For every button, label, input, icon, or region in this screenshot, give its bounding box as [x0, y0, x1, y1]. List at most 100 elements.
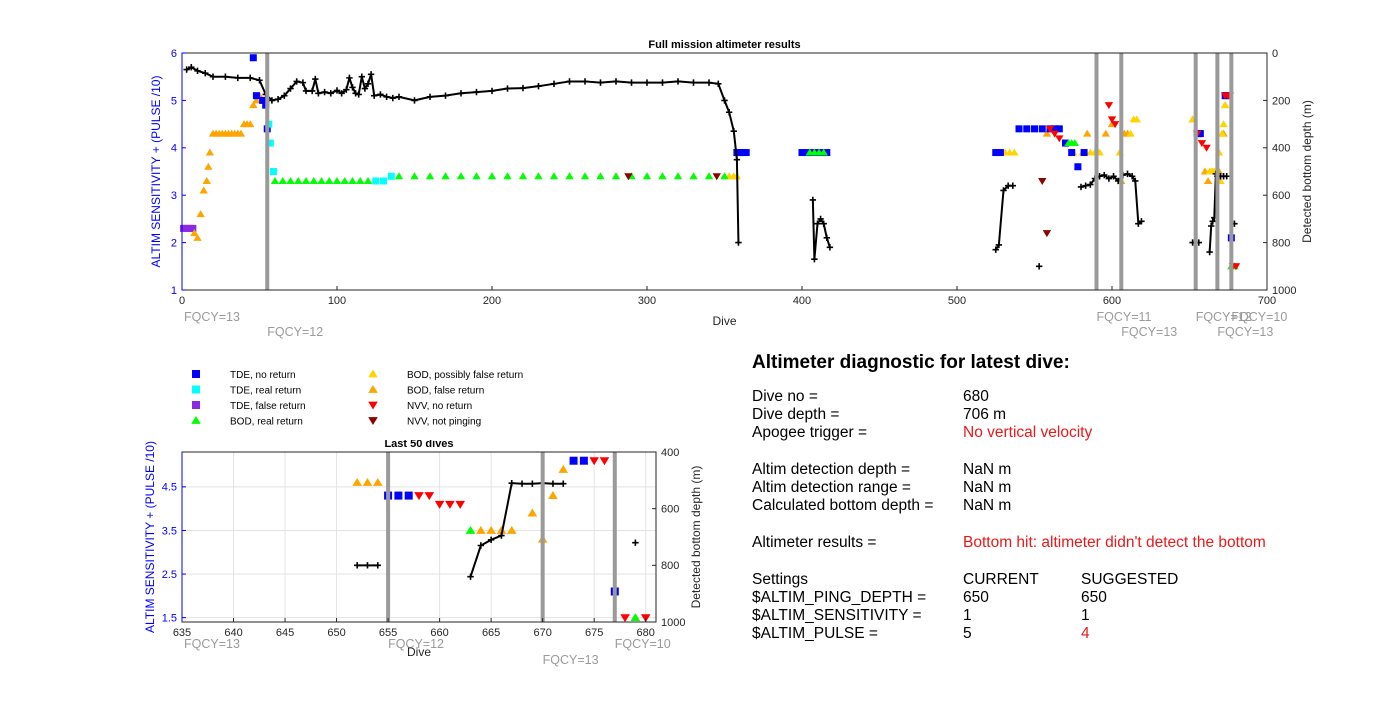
fqcy-start-label: FQCY=13 [184, 310, 240, 324]
bottom-depth-point [735, 239, 742, 246]
bottom-depth-point [234, 74, 241, 82]
marker-nvv-no-return [1050, 130, 1059, 138]
marker-bod-real-return [673, 172, 683, 180]
bottom-depth-point [549, 480, 557, 487]
ping-depth-suggested: 650 [1081, 589, 1107, 606]
marker-bod-possibly-false [1010, 148, 1019, 156]
bottom-depth-point [383, 93, 390, 101]
marker-bod-false-return [362, 477, 373, 486]
marker-tde-no-return [1023, 125, 1031, 133]
marker-tde-no-return [992, 149, 1000, 157]
bottom-depth-point [194, 67, 201, 74]
marker-bod-real-return [630, 613, 641, 622]
x-tick-label: 100 [328, 295, 346, 307]
bottom-depth-point [705, 79, 713, 86]
bottom-depth-point [1009, 182, 1016, 189]
fqcy-label: FQCY=12 [388, 637, 444, 651]
marker-bod-real-return [286, 176, 295, 184]
marker-nvv-not-pinging [1038, 177, 1047, 185]
bottom-depth-point [566, 78, 573, 85]
marker-bod-false-return [1042, 129, 1052, 137]
bottom-depth-point [733, 156, 741, 163]
marker-bod-real-return [565, 172, 574, 180]
y-tick-label: 2.5 [162, 569, 177, 581]
x-tick-label: 500 [948, 295, 966, 307]
y-tick-label: 1 [171, 285, 177, 297]
marker-bod-real-return [1070, 139, 1079, 147]
marker-bod-false-return [1203, 176, 1213, 184]
marker-tde-no-return [798, 149, 806, 157]
chart-title: Full mission altimeter results [648, 39, 800, 51]
x-tick-label: 675 [585, 627, 603, 639]
bottom-depth-point [1000, 187, 1007, 194]
y2-tick-label: 200 [1272, 95, 1290, 107]
marker-tde-false-return [189, 224, 197, 232]
bottom-depth-point [309, 87, 316, 95]
y2-axis-label: Detected bottom depth (m) [1300, 100, 1314, 243]
marker-tde-no-return [1080, 149, 1088, 157]
marker-bod-false-return [236, 129, 246, 137]
marker-bod-false-return [496, 525, 507, 534]
bottom-depth-point [299, 79, 307, 86]
marker-bod-real-return [549, 172, 559, 180]
bottom-depth-point [809, 196, 817, 204]
bottom-depth-point [612, 78, 620, 85]
y2-axis-label: Detected bottom depth (m) [689, 466, 703, 609]
x-tick-label: 300 [638, 295, 656, 307]
marker-bod-real-return [356, 176, 365, 184]
bottom-depth-point [535, 82, 542, 90]
bottom-depth-point [247, 74, 254, 82]
marker-tde-no-return [579, 456, 588, 465]
plot-area [182, 452, 656, 622]
calculated-depth-value: NaN m [963, 497, 1012, 514]
marker-bod-real-return [294, 176, 303, 184]
marker-bod-false-return [476, 525, 486, 534]
bottom-depth-point [690, 79, 697, 86]
chart-title: Last 50 dives [384, 440, 453, 450]
y-tick-label: 2 [171, 237, 177, 249]
legend-marker-7 [368, 417, 378, 426]
dive-no-value: 680 [963, 388, 989, 405]
x-tick-label: 600 [1103, 295, 1121, 307]
marker-tde-no-return [1038, 125, 1046, 133]
bottom-depth-point [504, 85, 511, 92]
fqcy-label: FQCY=13 [1121, 325, 1177, 339]
bottom-depth-point [183, 66, 190, 73]
bottom-depth-point [1110, 173, 1117, 180]
bottom-depth-point [202, 69, 209, 77]
bottom-depth-point [519, 84, 527, 92]
bottom-depth-point [473, 88, 480, 96]
legend-marker-4 [368, 369, 378, 378]
x-tick-label: 700 [1258, 295, 1276, 307]
bottom-depth-point [820, 220, 827, 227]
marker-bod-false-return [204, 162, 213, 170]
marker-bod-false-return [252, 96, 261, 104]
marker-tde-real-return [372, 177, 380, 185]
x-tick-label: 400 [793, 295, 811, 307]
bottom-depth-point [358, 73, 365, 80]
marker-bod-real-return [704, 172, 714, 180]
bottom-depth-point [817, 215, 824, 223]
bottom-depth-line [469, 482, 564, 577]
marker-bod-real-return [348, 176, 357, 184]
x-axis-label: Dive [712, 314, 736, 328]
bottom-depth-point [442, 92, 449, 99]
pulse-label: $ALTIM_PULSE = [752, 625, 878, 642]
bottom-depth-point [281, 92, 288, 99]
bottom-depth-point [487, 536, 495, 544]
legend-label-5: BOD, false return [407, 386, 484, 397]
marker-bod-real-return [819, 148, 828, 156]
y2-tick-label: 600 [1272, 190, 1290, 202]
fqcy-label: FQCY=11 [1097, 310, 1152, 324]
bottom-depth-point [1087, 181, 1094, 188]
legend-label-0: TDE, no return [230, 370, 296, 381]
bottom-depth-point [293, 78, 300, 85]
marker-bod-false-return [1101, 129, 1110, 137]
bottom-depth-point [518, 480, 526, 487]
marker-nvv-not-pinging [624, 173, 633, 181]
bottom-depth-point [477, 542, 485, 549]
bottom-depth-point [995, 241, 1003, 249]
legend-marker-2 [192, 401, 200, 409]
bottom-depth-point [1223, 173, 1230, 180]
marker-bod-real-return [425, 172, 435, 180]
